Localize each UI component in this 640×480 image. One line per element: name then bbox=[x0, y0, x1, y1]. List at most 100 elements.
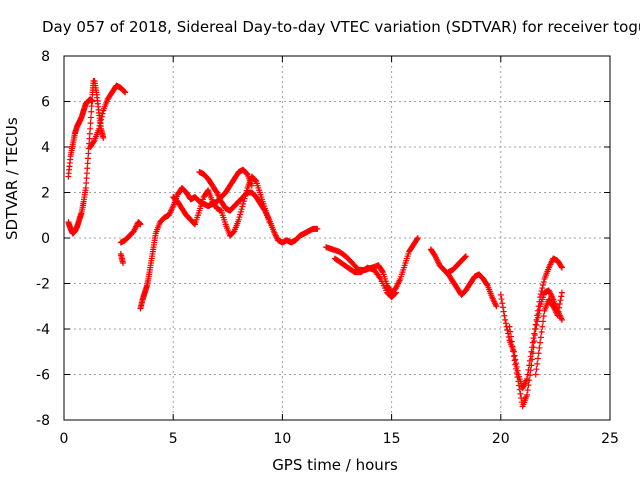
data-point bbox=[525, 382, 532, 389]
data-point bbox=[498, 296, 505, 303]
data-point bbox=[558, 289, 565, 296]
data-point bbox=[98, 113, 105, 120]
data-point bbox=[510, 353, 517, 360]
data-point bbox=[531, 338, 538, 345]
data-point bbox=[534, 355, 541, 362]
data-point bbox=[119, 260, 126, 267]
data-point bbox=[483, 281, 490, 288]
data-point bbox=[557, 297, 564, 304]
series-seg5 bbox=[117, 219, 144, 246]
x-tick-label: 10 bbox=[273, 431, 291, 447]
data-point bbox=[530, 344, 537, 351]
data-point bbox=[502, 320, 509, 327]
data-point bbox=[516, 386, 523, 393]
data-point bbox=[379, 267, 386, 274]
data-point bbox=[97, 119, 104, 126]
series-seg13 bbox=[445, 253, 469, 276]
data-point bbox=[532, 332, 539, 339]
data-point bbox=[493, 303, 500, 310]
series-seg12 bbox=[427, 246, 500, 310]
data-point bbox=[524, 387, 531, 394]
data-point bbox=[512, 361, 519, 368]
data-point bbox=[501, 312, 508, 319]
data-point bbox=[535, 310, 542, 317]
data-point bbox=[529, 350, 536, 357]
y-tick-label: 8 bbox=[41, 49, 50, 65]
data-point bbox=[556, 300, 563, 307]
data-point bbox=[238, 206, 245, 213]
data-point bbox=[538, 329, 545, 336]
y-axis-label: SDTVAR / TECUs bbox=[3, 117, 21, 240]
data-point bbox=[534, 360, 541, 367]
data-point bbox=[514, 374, 521, 381]
data-point bbox=[237, 208, 244, 215]
data-point bbox=[532, 326, 539, 332]
data-point bbox=[537, 339, 544, 346]
data-point bbox=[96, 122, 103, 129]
data-point bbox=[527, 367, 534, 374]
data-point bbox=[392, 290, 399, 297]
data-point bbox=[509, 343, 516, 350]
data-point bbox=[511, 357, 518, 364]
x-tick-label: 5 bbox=[169, 431, 178, 447]
data-point bbox=[528, 362, 535, 369]
data-point bbox=[462, 253, 469, 260]
data-point bbox=[513, 365, 520, 372]
data-point bbox=[88, 103, 95, 110]
series-seg6 bbox=[117, 250, 126, 267]
data-point bbox=[536, 307, 543, 314]
data-point bbox=[507, 333, 514, 340]
data-point bbox=[497, 291, 504, 298]
data-point bbox=[122, 89, 129, 96]
data-point bbox=[539, 323, 546, 330]
x-tick-label: 0 bbox=[60, 431, 69, 447]
data-point bbox=[533, 366, 540, 373]
data-point bbox=[555, 308, 562, 315]
data-point bbox=[512, 356, 519, 363]
series-seg10 bbox=[323, 235, 421, 296]
x-tick-label: 20 bbox=[492, 431, 510, 447]
data-point bbox=[526, 377, 533, 384]
data-point bbox=[252, 177, 259, 184]
y-tick-label: -6 bbox=[36, 368, 50, 384]
data-point bbox=[89, 97, 96, 104]
data-point bbox=[518, 395, 525, 402]
data-point bbox=[506, 323, 513, 330]
y-tick-label: -8 bbox=[36, 413, 50, 429]
data-point bbox=[314, 225, 321, 232]
data-point bbox=[414, 236, 421, 243]
data-point bbox=[537, 334, 544, 341]
data-points bbox=[65, 78, 565, 410]
chart-title: Day 057 of 2018, Sidereal Day-to-day VTE… bbox=[42, 18, 640, 36]
x-axis-label: GPS time / hours bbox=[272, 456, 398, 474]
data-point bbox=[537, 291, 544, 298]
y-tick-label: -2 bbox=[36, 277, 50, 293]
data-point bbox=[99, 110, 106, 117]
series-seg11 bbox=[331, 255, 399, 301]
data-point bbox=[535, 350, 542, 357]
data-point bbox=[530, 335, 537, 342]
x-tick-label: 25 bbox=[601, 431, 619, 447]
y-tick-label: 0 bbox=[41, 231, 50, 247]
data-point bbox=[516, 382, 522, 389]
data-point bbox=[137, 221, 144, 228]
data-point bbox=[90, 138, 97, 145]
series-seg7 bbox=[137, 166, 255, 312]
data-point bbox=[558, 316, 565, 323]
series-seg16 bbox=[532, 289, 565, 378]
data-point bbox=[88, 108, 95, 115]
data-point bbox=[95, 125, 102, 132]
data-point bbox=[540, 318, 547, 325]
y-tick-label: 6 bbox=[41, 95, 50, 111]
data-point bbox=[533, 322, 540, 329]
data-point bbox=[558, 263, 565, 270]
data-point bbox=[534, 318, 541, 325]
data-point bbox=[540, 313, 547, 320]
data-point bbox=[121, 88, 128, 95]
data-point bbox=[499, 300, 506, 307]
data-point bbox=[558, 293, 565, 300]
data-point bbox=[529, 356, 536, 363]
series-seg1 bbox=[65, 96, 96, 180]
data-point bbox=[513, 369, 520, 376]
data-point bbox=[532, 371, 539, 378]
